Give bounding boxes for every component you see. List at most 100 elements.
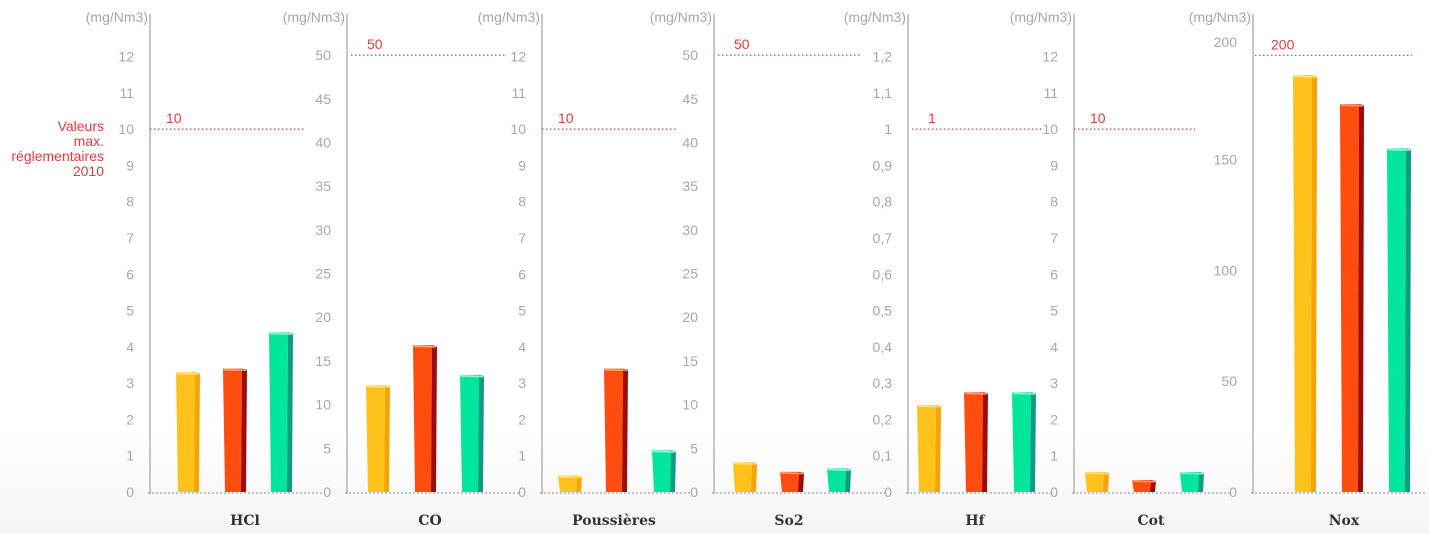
bar-top [366,385,390,388]
tick-label: 30 [315,222,331,238]
bar-top [1340,104,1364,107]
bar-front [558,475,577,492]
bar-front [1132,480,1151,492]
bar-top [176,372,200,375]
bar-side [241,368,247,492]
bar-side [935,404,941,492]
limit-label: 200 [1271,36,1295,52]
tick-label: 0 [1050,484,1058,500]
bar-side [384,385,390,492]
bar-front [1387,148,1406,493]
bar [827,468,851,492]
tick-label: 40 [682,134,698,150]
tick-label: 45 [315,91,331,107]
bar-front [604,368,623,492]
tick-label: 10 [1042,121,1058,137]
bar-side [1358,104,1364,492]
tick-label: 30 [682,222,698,238]
tick-label: 10 [510,121,526,137]
bar-front [827,468,846,492]
bar-front [733,462,752,492]
tick-label: 6 [126,266,134,282]
tick-label: 5 [1050,303,1058,319]
category-label: So2 [774,513,803,529]
limit-label: 10 [166,110,182,126]
limit-label: 50 [367,36,383,52]
tick-label: 0,5 [873,303,893,319]
tick-label: 11 [1043,85,1058,101]
panel-co: (mg/Nm3) 0 5 10 15 20 25 30 35 40 45 50 50 CO [283,9,520,529]
bar-side [194,372,200,492]
note-line: max. [74,133,104,149]
bar-top [1293,75,1317,78]
tick-label: 3 [126,375,134,391]
tick-label: 9 [1050,157,1058,173]
tick-label: 4 [1050,339,1058,355]
bar [269,332,293,492]
tick-label: 4 [518,339,526,355]
tick-label: 2 [518,411,526,427]
limit-label: 10 [1090,110,1106,126]
tick-label: 0,6 [873,266,893,282]
tick-label: 1,2 [873,49,893,65]
tick-label: 1 [1050,448,1058,464]
bar-side [982,392,988,492]
tick-label: 20 [682,309,698,325]
category-label: Poussières [572,513,656,529]
bar-front [1293,75,1312,493]
tick-label: 1 [126,448,134,464]
bar-side [751,462,757,492]
bar [780,471,804,492]
bar-side [1030,392,1036,492]
bar-top [780,471,804,475]
limit-label: 50 [734,36,750,52]
tick-label: 11 [119,85,134,101]
tick-label: 12 [510,49,526,65]
tick-label: 0 [518,484,526,500]
tick-label: 40 [315,134,331,150]
category-label: Hf [965,513,985,529]
bar [223,368,247,492]
bar [733,462,757,492]
tick-label: 35 [315,178,331,194]
tick-label: 12 [1042,49,1058,65]
note-line: réglementaires [11,148,104,164]
tick-label: 10 [118,121,134,137]
tick-label: 7 [1050,230,1058,246]
category-label: Nox [1329,513,1360,529]
bar-top [652,450,676,453]
tick-label: 35 [682,178,698,194]
bar-front [1085,472,1104,492]
unit-label: (mg/Nm3) [86,9,148,25]
tick-label: 45 [682,91,698,107]
bar-front [652,450,671,492]
tick-label: 5 [518,303,526,319]
tick-label: 25 [682,266,698,282]
tick-label: 5 [126,303,134,319]
bar [413,345,437,492]
tick-label: 20 [315,309,331,325]
tick-label: 0 [323,484,331,500]
panel-nox: (mg/Nm3) 0 50 100 150 200 200 Nox [1189,9,1426,529]
tick-label: 0,2 [873,411,893,427]
category-label: CO [418,513,441,529]
bar-side [287,332,293,492]
tick-label: 0,1 [873,448,893,464]
bar [366,385,390,492]
bar-side [478,374,484,492]
tick-label: 0 [884,484,892,500]
bar-side [1405,148,1411,493]
bar-top [604,368,628,372]
bar-front [460,374,479,492]
panel-so2: (mg/Nm3) 0 5 10 15 20 25 30 35 40 45 50 50 So2 [650,9,886,529]
tick-label: 9 [518,157,526,173]
category-label: HCl [230,513,260,529]
bar [652,450,676,492]
tick-label: 50 [315,47,331,63]
tick-label: 3 [1050,375,1058,391]
limit-label: 10 [558,110,574,126]
tick-label: 15 [315,353,331,369]
